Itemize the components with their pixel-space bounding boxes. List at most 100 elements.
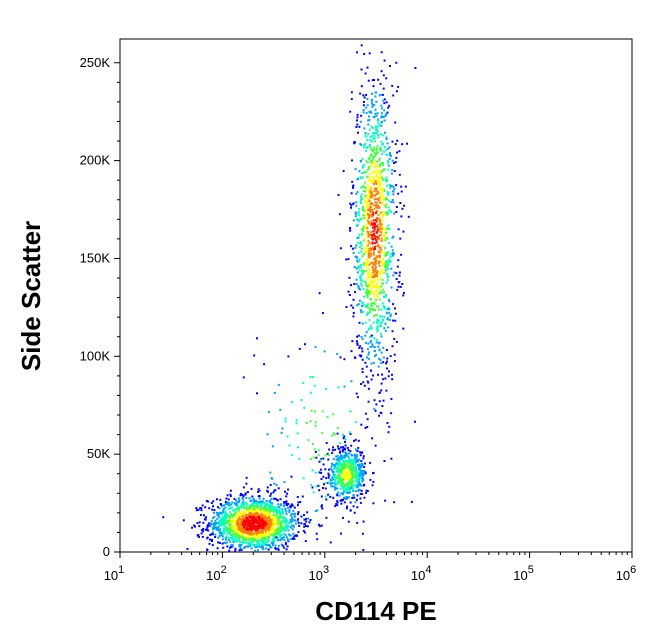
event-point [385,176,388,179]
event-point [383,188,386,191]
event-point [257,516,260,519]
event-point [386,184,388,187]
event-point [231,506,233,509]
event-point [352,487,355,490]
event-point [379,195,382,197]
event-point [345,484,348,487]
event-point [366,285,368,288]
event-point [258,513,261,516]
event-point [227,531,230,534]
event-point [382,99,385,102]
event-point [243,517,246,520]
event-point [332,432,335,435]
event-point [268,533,271,536]
event-point [369,309,372,312]
event-point [366,266,369,269]
event-point [337,457,340,460]
event-point [248,524,251,526]
event-point [356,113,359,116]
event-point [269,516,272,519]
event-point [260,539,263,542]
event-point [334,487,337,490]
event-point [365,146,368,149]
event-point [256,337,258,340]
event-point [234,547,237,550]
event-point [259,507,262,510]
event-point [382,399,385,402]
event-point [365,341,367,344]
event-point [358,321,361,324]
event-point [391,159,394,162]
event-point [258,501,261,504]
event-point [357,266,360,269]
event-point [369,341,372,344]
event-point [369,345,372,348]
event-point [365,375,368,378]
event-point [224,541,227,544]
event-point [308,521,311,524]
event-point [261,509,264,512]
event-point [384,198,387,201]
event-point [370,287,373,289]
event-point [221,530,224,533]
event-point [372,190,375,193]
event-point [336,427,339,429]
event-point [195,507,198,510]
event-point [354,501,357,504]
event-point [367,235,370,238]
event-point [343,460,346,463]
event-point [248,507,251,510]
event-point [397,85,400,88]
event-point [333,433,336,436]
event-point [270,514,273,517]
event-point [349,509,352,512]
event-point [375,220,378,223]
event-point [356,335,358,338]
event-point [374,242,377,245]
event-point [344,470,347,473]
event-point [359,470,362,473]
event-point [378,230,381,233]
event-point [384,377,387,380]
event-point [393,170,396,172]
event-point [228,519,231,522]
event-point [262,531,264,534]
event-point [385,262,388,265]
event-point [365,331,368,334]
event-point [267,540,270,543]
event-point [364,201,367,204]
event-point [265,500,268,502]
event-point [275,517,277,520]
event-point [274,544,277,547]
event-point [249,521,252,524]
event-point [392,193,395,196]
event-point [236,537,239,540]
event-point [274,497,277,500]
plot-area [119,38,633,553]
event-point [338,474,341,477]
event-point [242,519,245,522]
event-point [284,490,286,493]
event-point [241,517,244,520]
event-point [334,473,337,476]
event-point [201,535,204,538]
event-point [279,504,282,507]
event-point [339,454,342,457]
event-point [365,304,367,307]
event-point [279,521,282,524]
event-point [306,511,309,514]
event-point [350,477,353,480]
event-point [314,421,317,424]
event-point [383,306,386,308]
event-point [212,500,215,503]
event-point [369,203,372,206]
event-point [258,536,261,538]
event-point [367,221,370,224]
event-point [385,294,387,296]
event-point [370,298,373,301]
event-point [381,321,384,324]
event-point [373,165,376,168]
event-point [221,515,224,518]
event-point [354,291,357,294]
event-point [376,130,379,133]
